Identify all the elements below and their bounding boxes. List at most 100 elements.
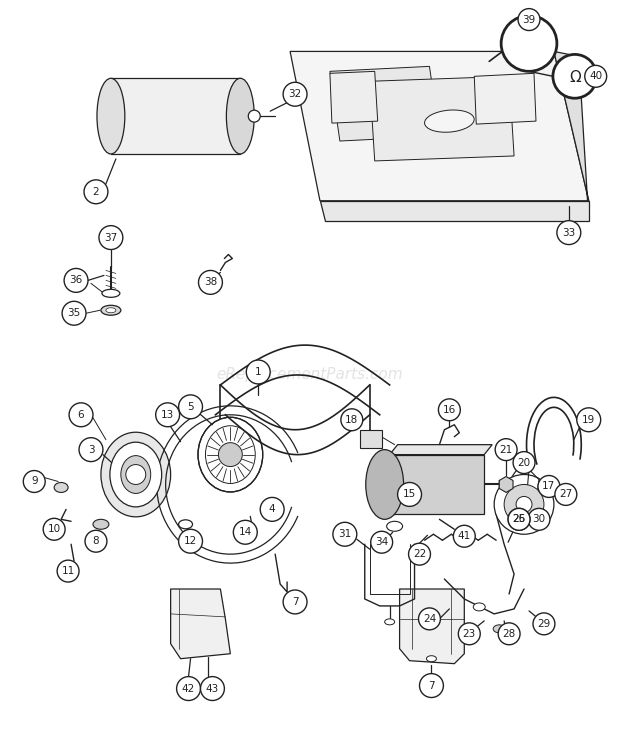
Text: 10: 10: [48, 524, 61, 534]
Circle shape: [260, 497, 284, 521]
Ellipse shape: [97, 78, 125, 154]
Circle shape: [179, 395, 203, 419]
Circle shape: [333, 523, 356, 546]
Text: 7: 7: [292, 597, 298, 607]
Text: 18: 18: [345, 415, 358, 425]
FancyBboxPatch shape: [360, 430, 382, 447]
Circle shape: [504, 484, 544, 524]
Text: 42: 42: [182, 683, 195, 694]
Circle shape: [200, 677, 224, 700]
Circle shape: [494, 475, 554, 534]
Circle shape: [371, 531, 392, 553]
Text: 24: 24: [423, 614, 436, 624]
Text: 4: 4: [269, 504, 275, 514]
Ellipse shape: [106, 308, 116, 312]
Text: 35: 35: [68, 308, 81, 318]
Circle shape: [453, 525, 476, 547]
Polygon shape: [290, 52, 589, 200]
Polygon shape: [554, 52, 589, 220]
Circle shape: [397, 483, 422, 506]
Ellipse shape: [366, 450, 404, 520]
Polygon shape: [170, 589, 231, 659]
Text: 19: 19: [582, 415, 595, 425]
Polygon shape: [320, 200, 589, 220]
Circle shape: [246, 360, 270, 384]
Ellipse shape: [425, 110, 474, 132]
Circle shape: [198, 270, 223, 294]
Circle shape: [85, 531, 107, 552]
Text: 5: 5: [187, 402, 194, 412]
Text: 29: 29: [538, 619, 551, 629]
Circle shape: [218, 443, 242, 467]
Circle shape: [553, 55, 596, 98]
Circle shape: [341, 409, 363, 430]
Circle shape: [62, 301, 86, 325]
Text: 30: 30: [533, 514, 546, 524]
Text: 22: 22: [413, 549, 426, 559]
Circle shape: [555, 483, 577, 506]
Circle shape: [233, 520, 257, 544]
Text: 27: 27: [559, 489, 572, 500]
Text: 40: 40: [589, 71, 602, 81]
Circle shape: [518, 9, 540, 30]
Ellipse shape: [493, 625, 505, 633]
Circle shape: [179, 529, 203, 553]
Text: Ω: Ω: [569, 70, 581, 85]
Circle shape: [126, 464, 146, 484]
Circle shape: [64, 268, 88, 293]
Text: 25: 25: [513, 514, 526, 524]
Polygon shape: [389, 444, 492, 455]
Circle shape: [438, 399, 460, 421]
Polygon shape: [370, 77, 514, 161]
Text: 20: 20: [518, 458, 531, 467]
Text: 36: 36: [69, 276, 82, 285]
Circle shape: [420, 674, 443, 697]
Ellipse shape: [54, 483, 68, 492]
Circle shape: [69, 403, 93, 427]
Ellipse shape: [101, 305, 121, 315]
Text: 15: 15: [403, 489, 416, 500]
Circle shape: [418, 608, 440, 630]
Text: 11: 11: [61, 566, 75, 576]
Polygon shape: [330, 66, 440, 141]
Polygon shape: [111, 78, 241, 154]
Circle shape: [508, 509, 530, 531]
Circle shape: [99, 226, 123, 250]
Text: 7: 7: [428, 680, 435, 691]
Circle shape: [177, 677, 200, 700]
Text: 6: 6: [78, 410, 84, 420]
Text: eReplacementParts.com: eReplacementParts.com: [216, 368, 404, 383]
Text: 21: 21: [500, 444, 513, 455]
Ellipse shape: [110, 442, 162, 507]
Text: 8: 8: [92, 537, 99, 546]
Circle shape: [516, 497, 532, 512]
Ellipse shape: [387, 521, 402, 531]
Text: 9: 9: [31, 477, 38, 486]
Circle shape: [498, 623, 520, 645]
Circle shape: [283, 83, 307, 106]
Text: 13: 13: [161, 410, 174, 420]
Circle shape: [84, 180, 108, 203]
Text: 28: 28: [502, 629, 516, 639]
Polygon shape: [389, 455, 484, 514]
Ellipse shape: [101, 432, 170, 517]
Circle shape: [508, 509, 530, 531]
Polygon shape: [330, 71, 378, 123]
Text: 37: 37: [104, 233, 118, 242]
Text: 14: 14: [239, 527, 252, 537]
Text: 43: 43: [206, 683, 219, 694]
Text: 17: 17: [542, 481, 556, 492]
Circle shape: [24, 470, 45, 492]
Text: 32: 32: [288, 89, 302, 99]
Ellipse shape: [473, 603, 485, 611]
Circle shape: [513, 452, 535, 474]
Ellipse shape: [121, 455, 151, 494]
Circle shape: [156, 403, 180, 427]
Circle shape: [533, 613, 555, 635]
Circle shape: [577, 408, 601, 432]
Circle shape: [458, 623, 480, 645]
Text: 23: 23: [463, 629, 476, 639]
Ellipse shape: [198, 417, 263, 492]
Text: 1: 1: [255, 367, 262, 377]
Text: 26: 26: [513, 514, 526, 524]
